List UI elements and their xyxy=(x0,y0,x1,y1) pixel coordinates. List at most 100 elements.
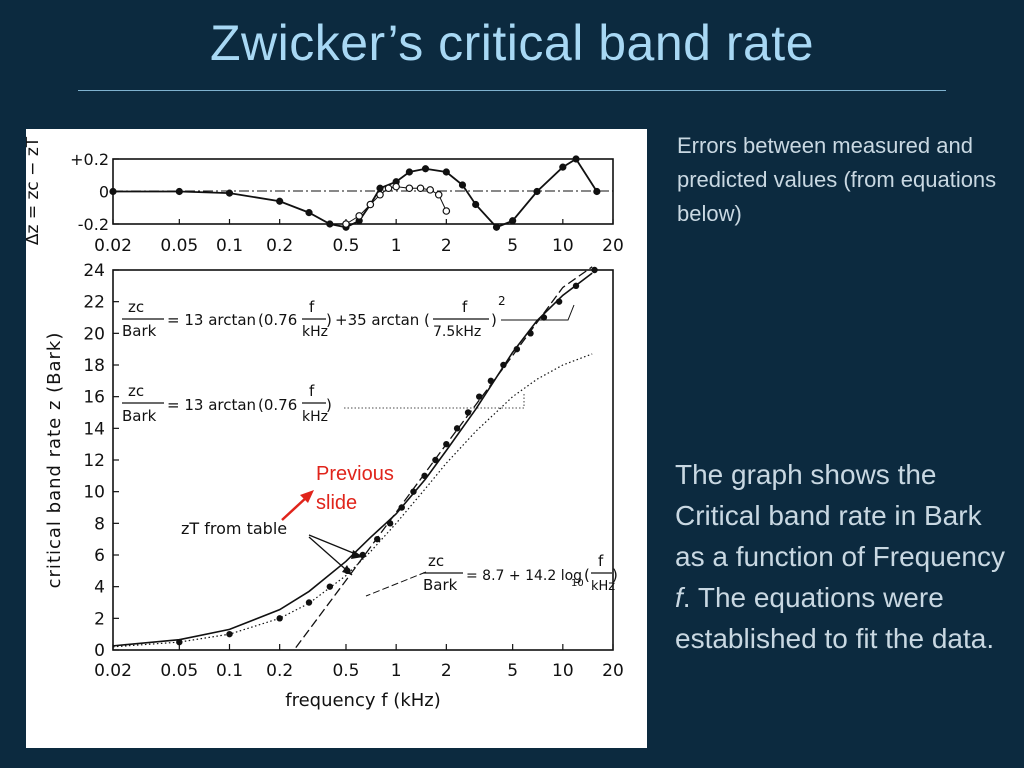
error-panel: +0.2 0 -0.2 0.02 0.05 0.1 0.2 0.5 1 2 5 10 20 Δz = … xyxy=(26,136,624,256)
error-point xyxy=(416,184,425,193)
eq1-khz: kHz xyxy=(302,324,328,340)
main-x-tick-label: 5 xyxy=(507,661,518,681)
eq1-open2: ( xyxy=(424,311,430,329)
eq1-close: ) xyxy=(326,311,332,329)
error-y-tick-label: +0.2 xyxy=(70,150,109,169)
eq3-bark: Bark xyxy=(423,576,458,594)
table-point xyxy=(591,266,598,274)
main-y-tick-label: 16 xyxy=(83,388,105,408)
error-x-tick-label: 0.2 xyxy=(266,236,293,256)
error-point xyxy=(458,181,467,189)
main-y-tick-label: 4 xyxy=(94,578,105,598)
error-series xyxy=(109,155,601,231)
eq2-f: f xyxy=(309,382,315,400)
error-point xyxy=(533,187,541,196)
error-y-label: Δz = zc − zT xyxy=(26,136,43,245)
error-point xyxy=(492,223,501,231)
error-point xyxy=(405,184,414,193)
error-x-tick-label: 2 xyxy=(441,236,452,256)
eq1-f2: f xyxy=(462,298,468,316)
error-point xyxy=(366,200,375,209)
main-y-tick-label: 22 xyxy=(83,293,105,313)
main-x-tick-label: 0.02 xyxy=(94,661,132,681)
main-y-tick-label: 24 xyxy=(83,261,105,281)
error-point xyxy=(405,168,413,176)
previous-slide-line1: Previous xyxy=(316,463,394,485)
main-x-tick-label: 0.05 xyxy=(160,661,198,681)
log-curve xyxy=(295,266,593,649)
eq2-close: ) xyxy=(326,396,332,414)
title-divider xyxy=(78,90,946,91)
error-point xyxy=(593,187,601,196)
main-x-tick-label: 1 xyxy=(391,661,402,681)
eq1-square: 2 xyxy=(498,294,506,308)
table-point xyxy=(464,409,472,416)
error-point xyxy=(376,184,384,192)
main-series xyxy=(112,266,598,649)
error-x-tick-label: 0.1 xyxy=(216,236,243,256)
error-y-tick-label: -0.2 xyxy=(78,215,109,234)
eq3-base: 10 xyxy=(571,578,584,589)
equation-two-arctan: zc Bark = 13 arctan (0.76 f kHz ) +35 ar… xyxy=(122,294,506,340)
eq1-arctan: = 13 arctan xyxy=(167,311,256,329)
main-y-label: critical band rate z (Bark) xyxy=(44,332,65,589)
error-x-tick-label: 20 xyxy=(602,236,624,256)
main-y-tick-label: 0 xyxy=(94,641,105,661)
previous-slide-arrow xyxy=(281,495,309,521)
error-series-line xyxy=(113,157,598,229)
eq1-close2: ) xyxy=(491,311,497,329)
eq2-bark: Bark xyxy=(122,407,157,425)
eq2-arctan: = 13 arctan xyxy=(167,396,256,414)
eq1-bark: Bark xyxy=(122,322,157,340)
main-x-tick-label: 20 xyxy=(602,661,624,681)
error-x-tick-label: 0.05 xyxy=(160,236,198,256)
eq3-khz: kHz xyxy=(591,579,615,594)
error-point xyxy=(376,190,384,199)
error-point xyxy=(225,189,234,197)
eq3-close: ) xyxy=(612,566,618,584)
eq1-75khz: 7.5kHz xyxy=(433,324,481,340)
error-point xyxy=(421,165,430,173)
eq2-leader xyxy=(344,394,525,409)
eq3-leader xyxy=(365,571,427,597)
eq1-zc: zc xyxy=(128,298,144,316)
slide-title: Zwicker’s critical band rate xyxy=(209,15,814,71)
error-point xyxy=(442,207,451,215)
error-point xyxy=(384,184,393,193)
main-x-tick-label: 2 xyxy=(441,661,452,681)
error-x-tick-label: 1 xyxy=(391,236,402,256)
main-x-ticks: 0.02 0.05 0.1 0.2 0.5 1 2 5 10 20 xyxy=(94,644,624,681)
eq2-coef: (0.76 xyxy=(258,396,297,414)
eq1-arctan2: +35 arctan xyxy=(335,311,419,329)
main-x-tick-label: 0.1 xyxy=(216,661,243,681)
table-point xyxy=(432,456,439,464)
error-x-tick-label: 0.02 xyxy=(94,236,132,256)
error-point xyxy=(326,220,334,228)
error-x-tick-label: 5 xyxy=(507,236,518,256)
frequency-symbol: f xyxy=(675,582,683,613)
main-y-tick-label: 18 xyxy=(83,356,105,376)
main-x-tick-label: 0.5 xyxy=(332,661,359,681)
error-point xyxy=(434,190,443,199)
main-x-label: frequency f (kHz) xyxy=(285,690,441,711)
eq3-open: ( xyxy=(584,566,590,584)
main-y-tick-label: 12 xyxy=(83,451,105,471)
error-point xyxy=(342,220,350,228)
main-y-tick-label: 10 xyxy=(83,483,105,503)
error-point xyxy=(509,217,517,225)
error-point xyxy=(355,212,363,220)
error-x-tick-label: 0.5 xyxy=(332,236,359,256)
error-note: Errors between measured and predicted va… xyxy=(677,133,997,226)
error-point xyxy=(276,197,284,205)
error-point xyxy=(559,163,567,171)
main-y-tick-label: 20 xyxy=(83,324,105,344)
error-y-tick-label: 0 xyxy=(99,183,109,202)
main-x-tick-label: 10 xyxy=(552,661,574,681)
previous-slide-line2: slide xyxy=(316,492,357,514)
main-y-tick-label: 2 xyxy=(94,609,105,629)
two-arctan-curve xyxy=(112,272,593,647)
graph-description: The graph shows the Critical band rate i… xyxy=(675,454,1010,659)
